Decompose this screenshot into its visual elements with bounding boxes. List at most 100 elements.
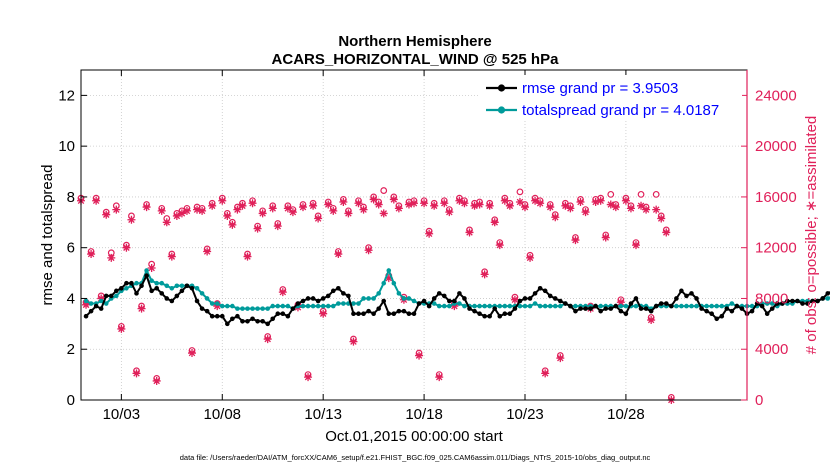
obs-assimilated-marker bbox=[329, 206, 338, 215]
obs-assimilated-marker bbox=[167, 252, 176, 261]
rmse-point bbox=[785, 298, 790, 304]
rmse-point bbox=[169, 298, 175, 304]
totalspread-point bbox=[598, 303, 603, 309]
totalspread-point bbox=[245, 306, 250, 311]
obs-assimilated-marker bbox=[662, 228, 671, 237]
rmse-point bbox=[447, 298, 452, 304]
right-axis-ticks: 0 4000 8000 12000 16000 20000 24000 bbox=[741, 70, 797, 409]
rmse-point bbox=[209, 313, 215, 319]
obs-assimilated-marker bbox=[566, 204, 575, 213]
obs-assimilated-marker bbox=[172, 211, 181, 220]
obs-assimilated-marker bbox=[435, 373, 444, 382]
rmse-point bbox=[144, 273, 149, 278]
totalspread-point bbox=[134, 280, 139, 286]
obs-assimilated-marker bbox=[233, 205, 242, 214]
rmse-point bbox=[689, 291, 694, 296]
rmse-point bbox=[472, 308, 477, 314]
rmse-point bbox=[658, 301, 664, 306]
obs-assimilated-marker bbox=[364, 246, 373, 255]
totalspread-point bbox=[164, 283, 170, 289]
right-axis-label: # of obs: o=possible; ∗=assimilated bbox=[803, 116, 820, 355]
right-tick-label: 4000 bbox=[755, 341, 788, 358]
totalspread-point bbox=[764, 301, 770, 306]
totalspread-point bbox=[149, 278, 154, 283]
obs-assimilated-marker bbox=[626, 204, 635, 213]
obs-assimilated-marker bbox=[193, 205, 202, 214]
rmse-point bbox=[199, 306, 205, 311]
rmse-point bbox=[371, 311, 376, 316]
totalspread-point bbox=[704, 303, 709, 309]
rmse-point bbox=[411, 311, 417, 316]
obs-assimilated-marker bbox=[652, 205, 661, 214]
totalspread-point bbox=[341, 301, 346, 306]
totalspread-point bbox=[694, 303, 699, 309]
legend-label-rmse: rmse grand pr = 3.9503 bbox=[522, 80, 678, 97]
rmse-point bbox=[108, 293, 114, 299]
rmse-point bbox=[295, 301, 301, 306]
rmse-point bbox=[588, 306, 593, 311]
rmse-point bbox=[643, 306, 649, 311]
obs-assimilated-marker bbox=[616, 298, 625, 307]
rmse-point bbox=[563, 301, 568, 306]
legend-label-spread: totalspread grand pr = 4.0187 bbox=[522, 102, 719, 119]
rmse-point bbox=[457, 291, 462, 296]
totalspread-point bbox=[391, 280, 397, 286]
rmse-point bbox=[709, 311, 714, 316]
totalspread-point bbox=[497, 303, 503, 309]
rmse-point bbox=[119, 286, 124, 291]
rmse-point bbox=[558, 298, 563, 304]
totalspread-point bbox=[230, 303, 235, 309]
left-tick-label: 0 bbox=[67, 392, 75, 409]
rmse-point bbox=[547, 293, 553, 299]
obs-assimilated-marker bbox=[425, 229, 434, 238]
rmse-point bbox=[401, 308, 407, 314]
totalspread-point bbox=[154, 280, 159, 286]
obs-assimilated-marker bbox=[495, 241, 504, 250]
obs-assimilated-marker bbox=[455, 196, 464, 205]
series-layer bbox=[83, 267, 830, 327]
rmse-point bbox=[598, 308, 603, 314]
obs-assimilated-marker bbox=[112, 205, 121, 214]
totalspread-point bbox=[285, 303, 291, 309]
totalspread-point bbox=[517, 303, 523, 309]
obs-assimilated-marker bbox=[420, 199, 429, 208]
chart-title-line1: Northern Hemisphere bbox=[338, 33, 491, 50]
rmse-point bbox=[290, 306, 296, 311]
totalspread-point bbox=[114, 293, 119, 299]
obs-assimilated-marker bbox=[253, 224, 262, 233]
rmse-point bbox=[346, 293, 351, 299]
rmse-point bbox=[129, 280, 134, 286]
legend-marker-rmse bbox=[497, 84, 506, 92]
obs-possible-marker bbox=[380, 187, 388, 194]
rmse-point bbox=[593, 303, 598, 309]
obs-possible-marker bbox=[652, 190, 660, 198]
left-axis-label: rmse and totalspread bbox=[39, 165, 56, 306]
obs-assimilated-marker bbox=[107, 253, 116, 262]
totalspread-point bbox=[457, 301, 462, 306]
totalspread-point bbox=[769, 301, 775, 306]
rmse-point bbox=[225, 321, 230, 327]
totalspread-point bbox=[431, 301, 437, 306]
obs-assimilated-marker bbox=[480, 270, 489, 279]
rmse-point bbox=[552, 296, 558, 301]
obs-assimilated-marker bbox=[450, 302, 459, 311]
totalspread-point bbox=[255, 306, 260, 311]
rmse-point bbox=[159, 291, 165, 296]
totalspread-point bbox=[411, 298, 417, 304]
rmse-point bbox=[578, 306, 583, 311]
obs-assimilated-marker bbox=[268, 204, 277, 213]
totalspread-point bbox=[330, 303, 336, 309]
totalspread-point bbox=[174, 283, 180, 289]
rmse-point bbox=[800, 301, 805, 306]
totalspread-point bbox=[305, 303, 311, 309]
rmse-point bbox=[764, 311, 770, 316]
rmse-point bbox=[421, 298, 427, 304]
rmse-point bbox=[704, 308, 709, 314]
rmse-point bbox=[406, 311, 412, 316]
obs-assimilated-marker bbox=[596, 196, 605, 205]
rmse-point bbox=[769, 306, 775, 311]
obs-assimilated-marker bbox=[102, 210, 111, 219]
rmse-point bbox=[583, 306, 588, 311]
rmse-point bbox=[325, 293, 331, 299]
rmse-point bbox=[790, 298, 795, 304]
